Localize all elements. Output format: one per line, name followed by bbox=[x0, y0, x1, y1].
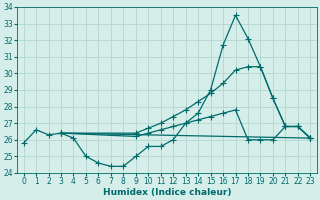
X-axis label: Humidex (Indice chaleur): Humidex (Indice chaleur) bbox=[103, 188, 231, 197]
